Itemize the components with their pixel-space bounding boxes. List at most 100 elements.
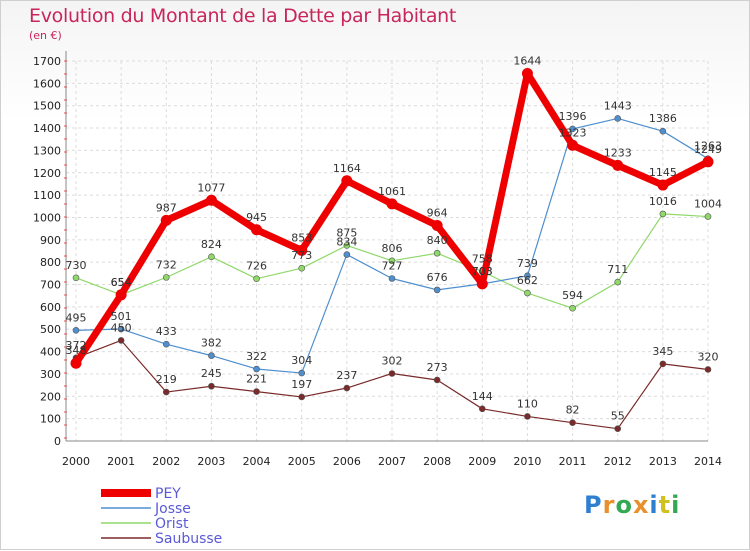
x-tick-label: 2002 [152, 455, 180, 468]
data-point-pey [386, 198, 398, 210]
data-point-saubusse [524, 413, 531, 420]
data-label-josse: 703 [472, 265, 493, 278]
y-tick-label: 1000 [33, 211, 61, 224]
y-tick-label: 500 [40, 323, 61, 336]
data-point-saubusse [298, 393, 306, 401]
data-label-orist: 732 [156, 258, 177, 271]
x-tick-label: 2003 [197, 455, 225, 468]
chart-title: Evolution du Montant de la Dette par Hab… [29, 5, 457, 27]
legend-label-pey: PEY [155, 486, 181, 502]
data-point-orist [162, 274, 170, 281]
y-tick-label: 600 [40, 301, 61, 314]
data-label-josse: 433 [156, 325, 177, 338]
data-label-orist: 726 [246, 260, 267, 273]
x-tick-label: 2013 [649, 455, 677, 468]
data-label-josse: 727 [382, 259, 403, 272]
data-point-pey [160, 214, 172, 226]
data-point-saubusse [433, 376, 441, 384]
data-label-pey: 1323 [559, 126, 587, 139]
data-label-josse: 322 [246, 350, 267, 363]
data-point-orist [253, 275, 260, 283]
data-label-josse: 382 [201, 337, 222, 350]
data-label-orist: 730 [66, 259, 87, 272]
data-point-pey [612, 159, 624, 171]
data-label-pey: 1249 [694, 143, 722, 156]
x-tick-label: 2004 [243, 455, 271, 468]
data-label-orist: 875 [336, 226, 357, 239]
data-point-josse [117, 325, 125, 333]
data-label-orist: 840 [427, 234, 448, 247]
data-label-pey: 987 [156, 201, 177, 214]
data-label-orist: 773 [291, 249, 312, 262]
x-tick-label: 2014 [694, 455, 722, 468]
data-point-orist [208, 253, 215, 261]
data-label-pey: 1061 [378, 185, 406, 198]
data-point-orist [569, 304, 576, 312]
data-label-saubusse: 144 [472, 390, 493, 403]
y-tick-label: 1100 [33, 189, 61, 202]
data-label-orist: 662 [517, 274, 538, 287]
y-tick-label: 200 [40, 390, 61, 403]
data-point-orist [388, 257, 396, 265]
x-tick-label: 2005 [288, 455, 316, 468]
data-point-pey [205, 194, 217, 206]
data-label-saubusse: 82 [566, 404, 580, 417]
data-point-josse [614, 115, 622, 122]
data-point-josse [162, 340, 170, 348]
data-point-saubusse [117, 337, 125, 344]
data-label-josse: 495 [66, 311, 87, 324]
data-label-josse: 1396 [559, 110, 587, 123]
data-point-saubusse [253, 388, 260, 395]
y-tick-label: 100 [40, 413, 61, 426]
y-tick-label: 1300 [33, 144, 61, 157]
data-label-orist: 1016 [649, 195, 677, 208]
data-label-josse: 834 [336, 236, 357, 249]
data-label-saubusse: 345 [652, 345, 673, 358]
legend-label-orist: Orist [155, 516, 189, 532]
data-label-pey: 1164 [333, 162, 361, 175]
data-label-saubusse: 237 [336, 369, 357, 382]
data-label-saubusse: 320 [698, 350, 719, 363]
data-label-josse: 676 [427, 271, 448, 284]
y-tick-label: 1200 [33, 167, 61, 180]
x-tick-label: 2011 [559, 455, 587, 468]
y-tick-label: 1400 [33, 122, 61, 135]
data-point-pey [702, 156, 714, 168]
data-label-orist: 1004 [694, 198, 722, 211]
data-point-josse [659, 127, 667, 135]
data-point-josse [524, 272, 531, 280]
data-point-pey [341, 175, 353, 187]
x-tick-label: 2001 [107, 455, 135, 468]
x-tick-label: 2006 [333, 455, 361, 468]
legend-label-saubusse: Saubusse [155, 531, 222, 547]
x-tick-label: 2000 [62, 455, 90, 468]
data-label-pey: 1233 [604, 146, 632, 159]
y-tick-label: 400 [40, 346, 61, 359]
data-point-pey [567, 139, 579, 151]
y-tick-label: 1500 [33, 100, 61, 113]
data-label-saubusse: 197 [291, 378, 312, 391]
x-tick-label: 2009 [468, 455, 496, 468]
data-point-saubusse [208, 382, 215, 390]
data-label-pey: 1145 [649, 166, 677, 179]
data-label-josse: 739 [517, 257, 538, 270]
data-point-saubusse [569, 419, 576, 426]
y-tick-label: 800 [40, 256, 61, 269]
y-tick-label: 700 [40, 279, 61, 292]
data-label-pey: 348 [66, 344, 87, 357]
data-point-saubusse [162, 388, 170, 396]
data-label-saubusse: 273 [427, 361, 448, 374]
data-point-josse [343, 251, 351, 258]
y-tick-label: 1600 [33, 77, 61, 90]
data-label-josse: 304 [291, 354, 312, 367]
data-point-josse [388, 275, 396, 282]
data-point-josse [253, 365, 260, 373]
y-tick-label: 1700 [33, 55, 61, 68]
data-label-orist: 711 [607, 263, 628, 276]
data-point-orist [704, 213, 712, 220]
data-point-saubusse [614, 425, 622, 433]
data-point-saubusse [704, 366, 712, 373]
data-point-pey [70, 357, 82, 369]
data-label-pey: 654 [111, 276, 132, 289]
